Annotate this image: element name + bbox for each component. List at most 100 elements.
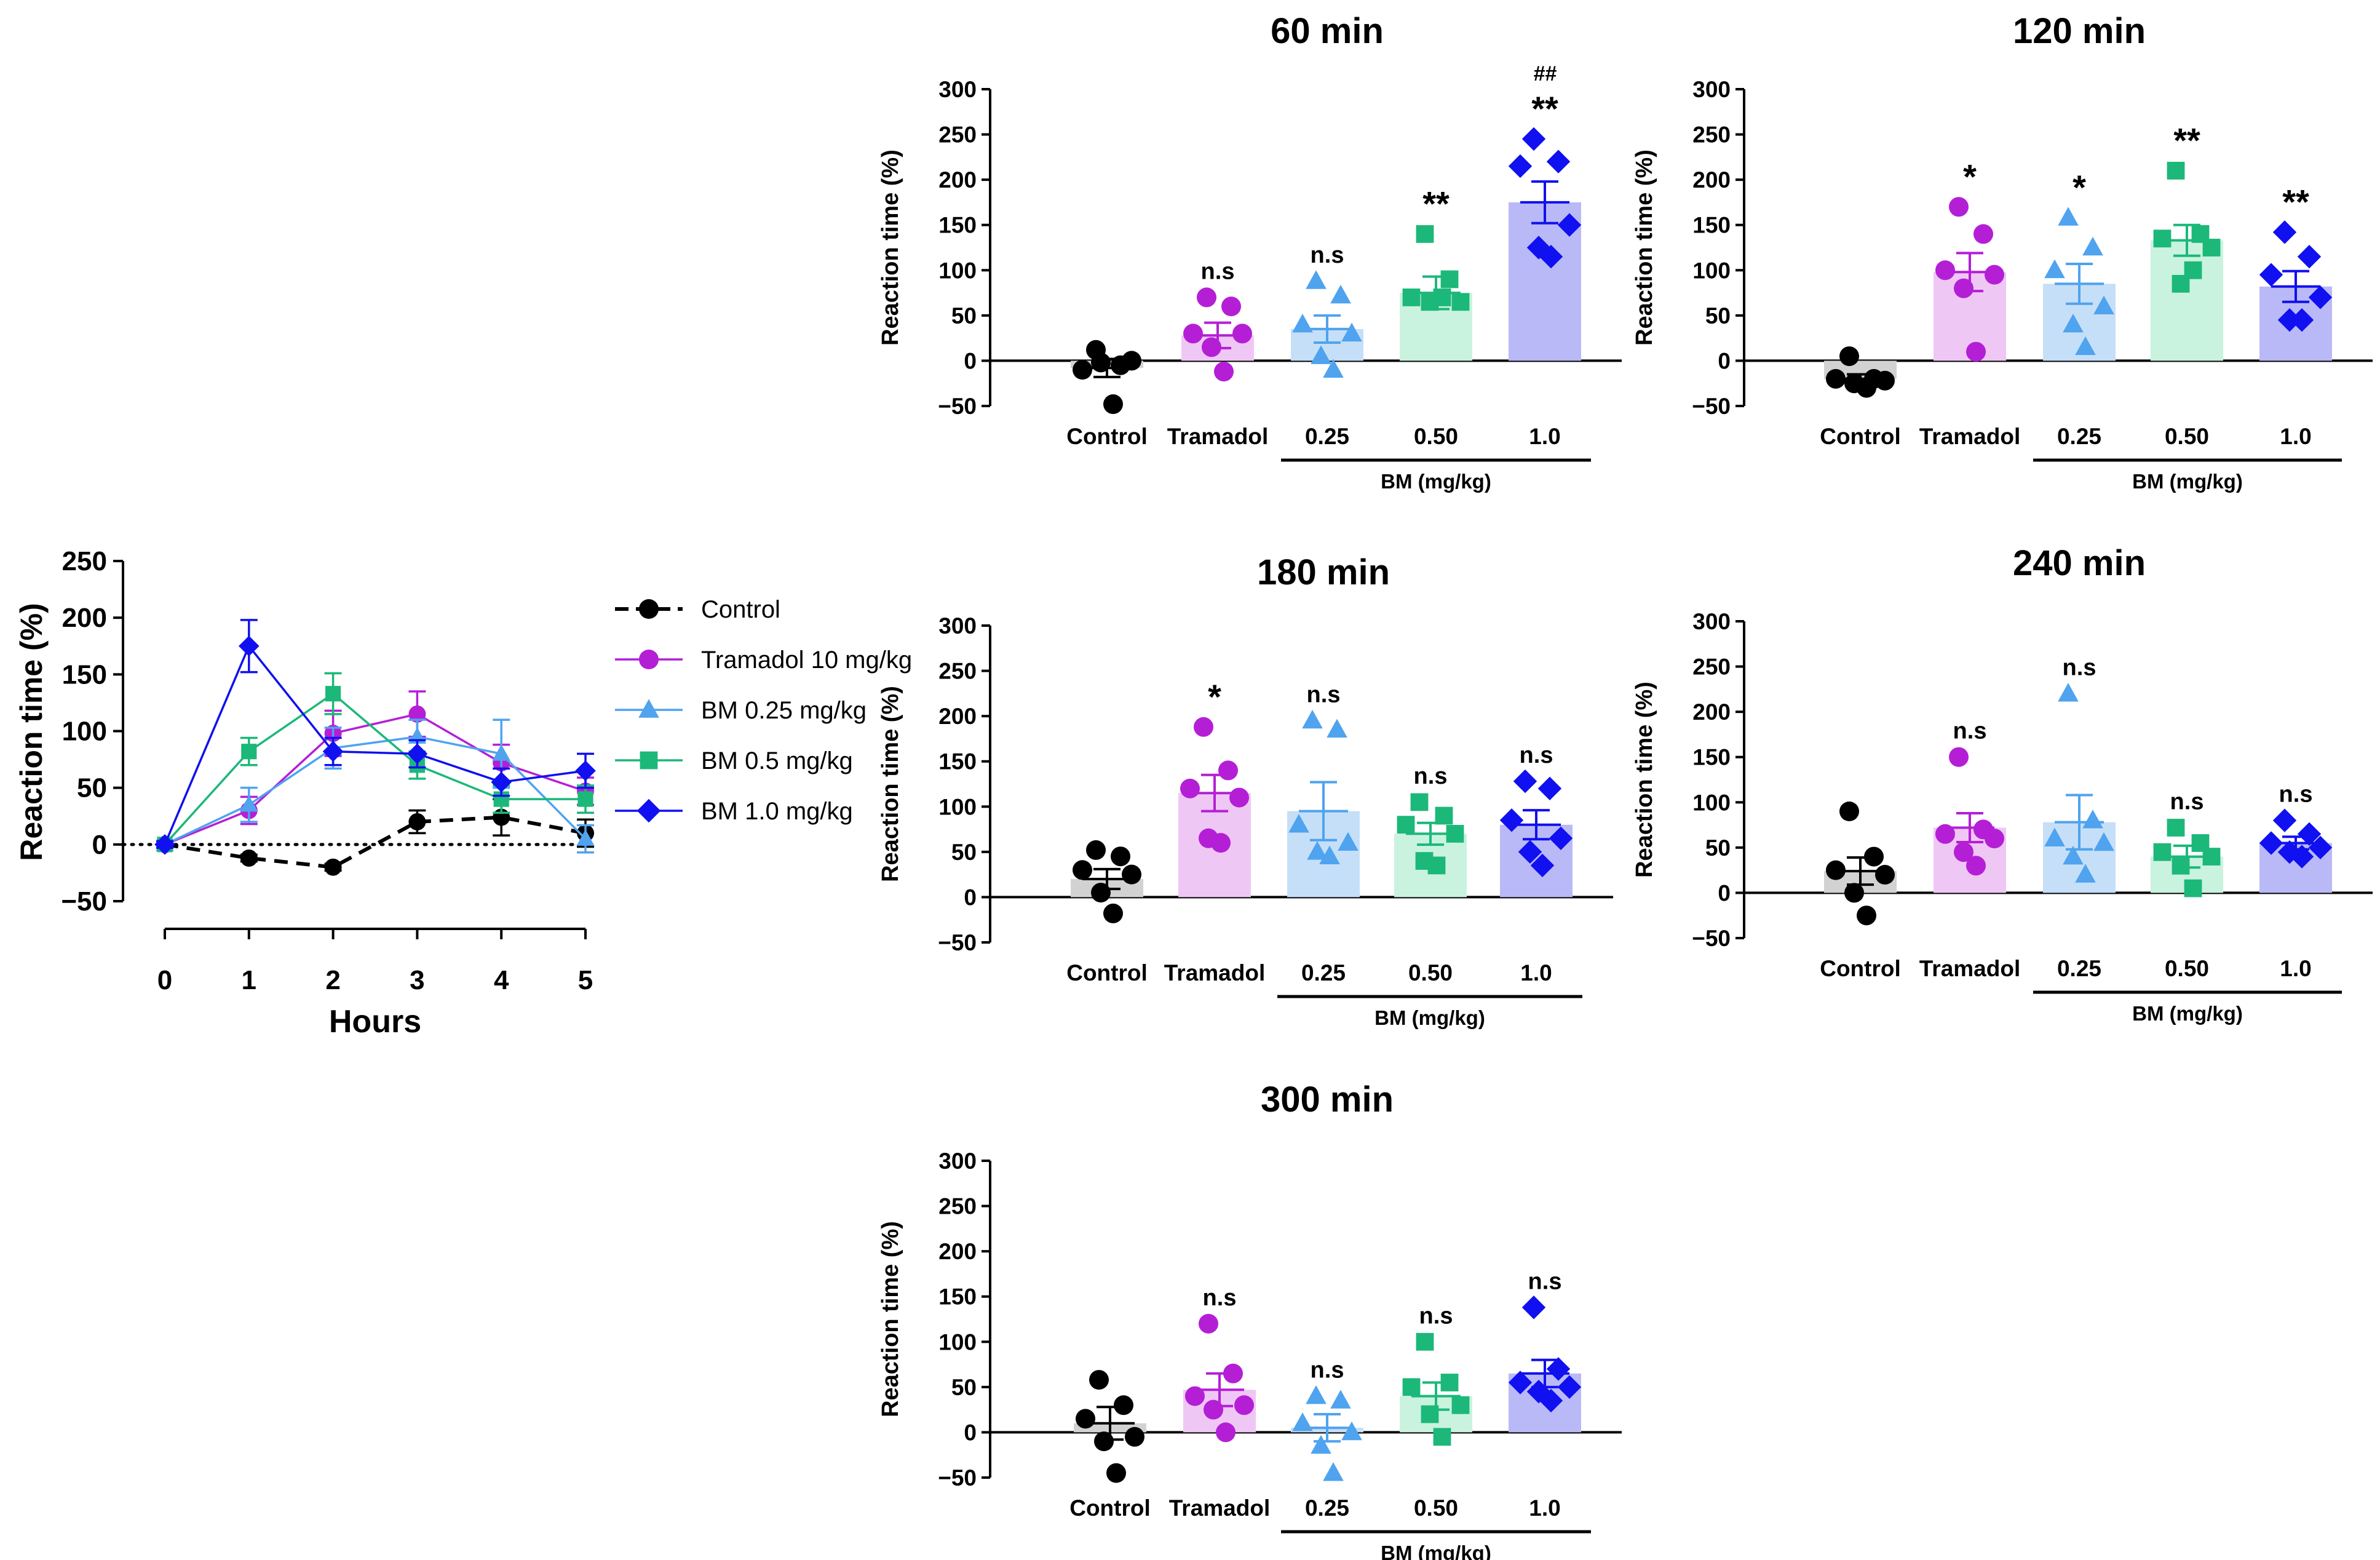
legend-marker — [640, 751, 658, 770]
data-point — [408, 813, 426, 830]
significance-label-secondary: ## — [1533, 62, 1557, 86]
data-point — [1949, 197, 1969, 217]
group-3: 0.50 n.s — [1400, 1303, 1472, 1521]
data-point — [240, 849, 258, 867]
y-axis-title: Reaction time (%) — [1632, 682, 1657, 878]
category-label: Tramadol — [1167, 424, 1269, 449]
data-point — [2153, 229, 2172, 248]
y-tick-label: 300 — [938, 613, 977, 639]
data-point — [1985, 265, 2004, 285]
category-label: Control — [1820, 424, 1901, 449]
category-label: 0.50 — [2165, 956, 2209, 981]
data-point — [322, 741, 344, 762]
y-tick-label: 0 — [964, 885, 977, 910]
data-point — [239, 635, 260, 657]
data-point — [2075, 864, 2096, 883]
panel-180min: 180 min −50 0 50 100 150 200 250 300 Reaction tim… — [878, 552, 1613, 1029]
significance-label: * — [2073, 168, 2086, 207]
data-point — [1306, 270, 1327, 289]
data-point — [2290, 845, 2314, 869]
data-point — [1521, 1295, 1546, 1319]
group-3: 0.50 n.s — [1394, 763, 1467, 985]
data-point — [1875, 865, 1895, 885]
data-point — [492, 744, 510, 761]
data-point — [1557, 1375, 1582, 1399]
y-tick-label: 150 — [62, 659, 107, 690]
data-point — [1985, 829, 2004, 849]
data-point — [1307, 841, 1328, 860]
data-point — [1839, 346, 1859, 367]
data-point — [2297, 822, 2322, 846]
data-point — [1518, 840, 1542, 864]
group-1: Tramadol * — [1919, 157, 2021, 449]
data-point — [2063, 313, 2084, 333]
y-axis-title: Reaction time (%) — [878, 1221, 903, 1417]
data-point — [1521, 127, 1546, 151]
y-tick-label: 200 — [62, 603, 107, 633]
y-tick-label: 250 — [62, 546, 107, 576]
significance-label: ** — [1531, 89, 1558, 128]
group-2: 0.25 * — [2043, 168, 2116, 449]
panel-60min: 60 min −50 0 50 100 150 200 250 300 Reaction time… — [878, 11, 1622, 493]
data-point — [2290, 308, 2314, 332]
series-line — [164, 815, 586, 869]
y-axis-title: Reaction time (%) — [878, 686, 903, 882]
category-label: Tramadol — [1919, 956, 2021, 981]
bar — [2151, 240, 2223, 361]
category-label: 0.25 — [1305, 1495, 1349, 1521]
data-point — [1435, 806, 1453, 825]
data-point — [1935, 260, 1955, 281]
data-point — [1537, 776, 1562, 801]
data-point — [1183, 324, 1203, 344]
group-0: Control — [1820, 802, 1901, 981]
data-point — [1288, 814, 1309, 833]
data-point — [1194, 717, 1213, 737]
y-tick-label: 300 — [938, 1148, 977, 1174]
data-point — [1549, 826, 1573, 850]
data-point — [241, 744, 257, 760]
group-1: Tramadol n.s — [1919, 718, 2021, 981]
category-label: 1.0 — [1529, 1495, 1560, 1521]
category-label: 0.25 — [1301, 960, 1346, 985]
y-axis-title: Reaction time (%) — [878, 149, 903, 346]
group-3: 0.50 n.s — [2151, 789, 2223, 981]
group-4: 1.0 n.s — [1499, 742, 1573, 985]
group-0: Control — [1066, 840, 1148, 985]
data-point — [1875, 370, 1895, 391]
data-point — [1122, 351, 1141, 371]
group-1: Tramadol n.s — [1167, 258, 1269, 449]
y-tick-label: 100 — [938, 1329, 977, 1355]
data-point — [1402, 1378, 1421, 1396]
data-point — [1440, 270, 1459, 289]
data-point — [2184, 879, 2202, 897]
category-label: Control — [1820, 956, 1901, 981]
category-label: 1.0 — [1520, 960, 1552, 985]
group-0: Control — [1066, 340, 1148, 449]
group-4: 1.0 ** — [2259, 182, 2333, 449]
data-point — [408, 705, 426, 723]
data-point — [1234, 1395, 1254, 1415]
y-tick-label: 50 — [951, 303, 977, 328]
y-tick-label: −50 — [61, 886, 107, 917]
data-point — [2044, 259, 2065, 279]
data-point — [1857, 905, 1876, 926]
data-point — [2184, 261, 2202, 279]
data-point — [407, 743, 428, 765]
y-tick-label: 250 — [938, 1194, 977, 1219]
x-tick-label: 5 — [578, 965, 593, 995]
data-point — [1530, 853, 1555, 878]
data-point — [1546, 149, 1571, 173]
y-tick-label: 0 — [1718, 348, 1731, 373]
y-tick-label: 100 — [938, 258, 977, 283]
data-point — [2153, 843, 2172, 861]
data-point — [2058, 683, 2079, 702]
data-point — [1499, 808, 1524, 832]
data-point — [1539, 245, 1563, 269]
data-point — [1327, 718, 1347, 738]
legend-label: BM 0.5 mg/kg — [701, 747, 853, 774]
category-label: 1.0 — [2280, 956, 2311, 981]
category-label: 1.0 — [2280, 424, 2311, 449]
significance-label: ** — [2282, 182, 2309, 221]
data-point — [2297, 245, 2322, 269]
category-label: 1.0 — [1529, 424, 1560, 449]
